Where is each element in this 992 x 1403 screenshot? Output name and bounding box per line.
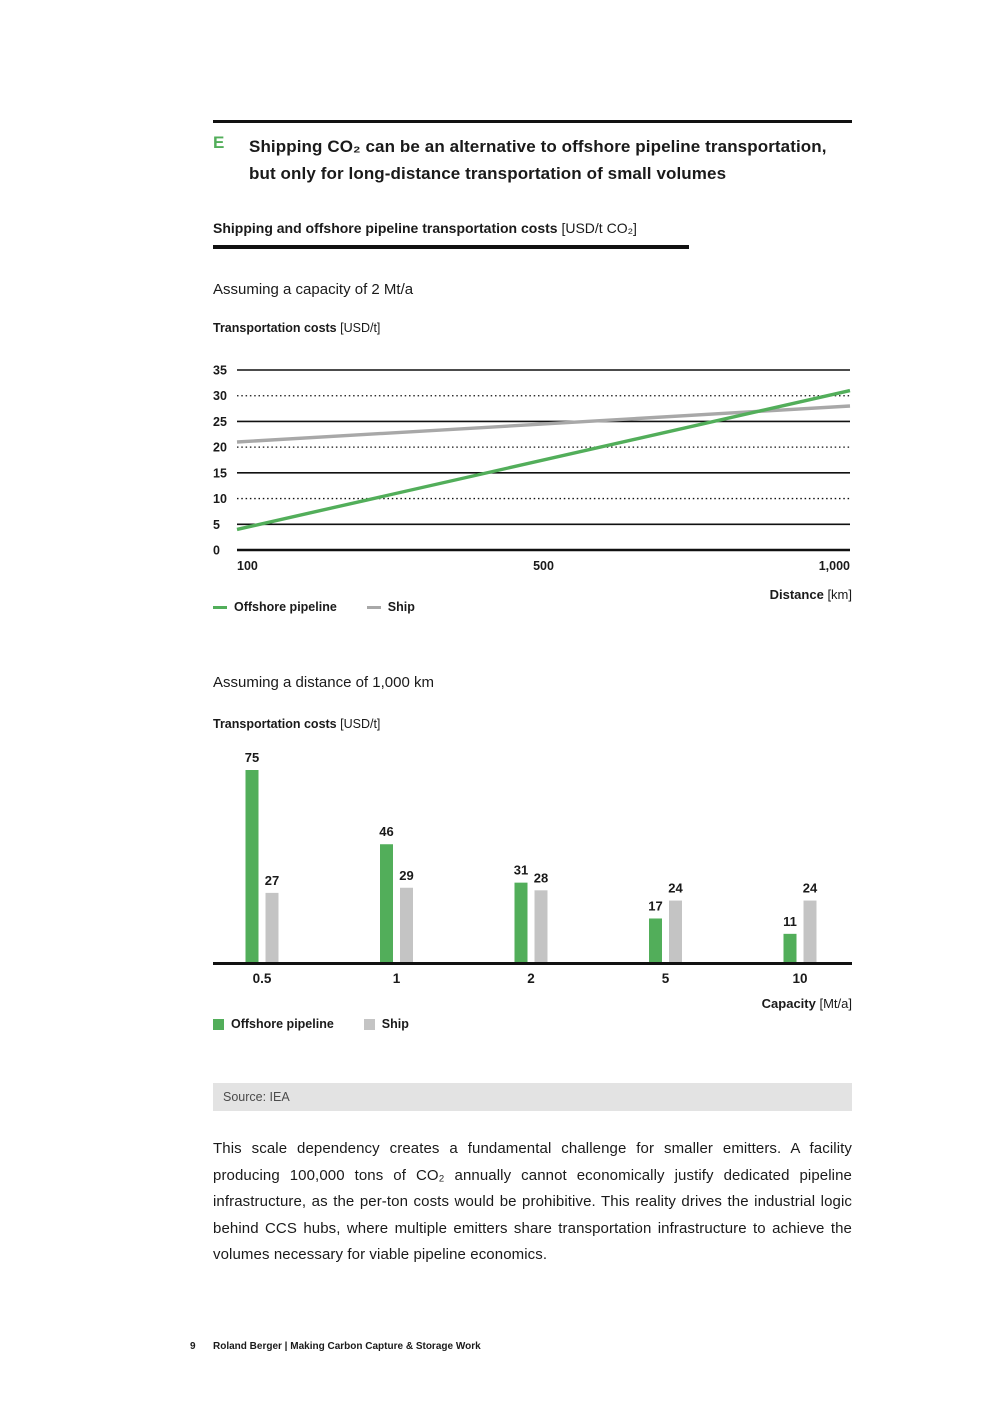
bar-chart-ylabel-text: Transportation costs (213, 717, 337, 731)
bar-offshore-pipeline (649, 918, 662, 962)
exhibit-subtitle-underline (213, 245, 689, 249)
bar-ship (669, 900, 682, 962)
offshore-pipeline-line-swatch (213, 605, 227, 609)
y-tick-label: 15 (213, 466, 227, 480)
bar-ship (534, 890, 548, 962)
bar-ship (803, 900, 817, 962)
legend-label-ship-bar: Ship (381, 1017, 409, 1031)
x-tick-label: 1,000 (819, 559, 850, 573)
bar-chart-xlabel-text: Capacity (761, 996, 816, 1011)
category-label: 2 (527, 971, 535, 986)
line-chart-xlabel-unit: [km] (827, 587, 852, 602)
bar-value-label: 29 (399, 868, 413, 883)
category-label: 10 (792, 971, 807, 986)
page-content: E Shipping CO₂ can be an alternative to … (213, 0, 852, 1403)
bar-value-label: 28 (534, 870, 548, 885)
bar-value-label: 46 (379, 824, 393, 839)
legend-label-ship: Ship (387, 600, 415, 614)
line-chart-subtitle: Assuming a capacity of 2 Mt/a (213, 281, 414, 298)
source-box: Source: IEA (213, 1083, 852, 1111)
y-tick-label: 30 (213, 389, 227, 403)
bar-chart-xlabel-unit: [Mt/a] (819, 996, 852, 1011)
bar-ship (400, 887, 413, 962)
bar-offshore-pipeline (380, 844, 393, 962)
bar-value-label: 24 (668, 881, 683, 896)
bar-chart-legend: Offshore pipeline Ship (213, 1017, 439, 1031)
exhibit-subtitle-text: Shipping and offshore pipeline transport… (213, 220, 558, 236)
bar-chart: 75 27 0.5 46 29 1 31 28 2 17 24 5 11 24 10 (213, 750, 852, 986)
legend-item-offshore-pipeline-bar: Offshore pipeline (213, 1017, 334, 1031)
bar-chart-subtitle: Assuming a distance of 1,000 km (213, 674, 434, 691)
category-label: 1 (393, 971, 401, 986)
bar-offshore-pipeline (514, 882, 528, 962)
line-chart-meta: Distance [km] Offshore pipeline Ship (213, 587, 852, 623)
y-tick-label: 0 (213, 544, 220, 558)
exhibit-heading: Shipping CO₂ can be an alternative to of… (249, 133, 827, 187)
ship-line-swatch (366, 605, 381, 609)
series-line-offshore-pipeline (236, 388, 851, 532)
bar-value-label: 17 (648, 898, 662, 913)
y-tick-label: 10 (213, 492, 227, 506)
exhibit-top-rule (213, 120, 852, 123)
bar-value-label: 75 (245, 750, 259, 765)
exhibit-header: E Shipping CO₂ can be an alternative to … (213, 133, 827, 187)
line-chart-xlabel: Distance [km] (770, 587, 852, 602)
line-chart-ylabel-unit: [USD/t] (340, 321, 381, 335)
exhibit-heading-line-2: but only for long-distance transportatio… (249, 164, 727, 183)
line-chart-ylabel-text: Transportation costs (213, 321, 337, 335)
ship-bar-swatch (363, 1018, 375, 1030)
bar-chart-meta: Capacity [Mt/a] Offshore pipeline Ship (213, 996, 852, 1032)
legend-item-ship: Ship (366, 600, 415, 614)
bar-chart-ylabel: Transportation costs [USD/t] (213, 717, 380, 731)
legend-item-offshore-pipeline: Offshore pipeline (213, 600, 337, 614)
bar-chart-ylabel-unit: [USD/t] (340, 717, 381, 731)
line-chart-xlabel-text: Distance (769, 587, 824, 602)
exhibit-letter: E (213, 133, 225, 152)
category-label: 0.5 (253, 971, 272, 986)
offshore-pipeline-bar-swatch (213, 1018, 224, 1030)
bar-chart-xlabel: Capacity [Mt/a] (762, 996, 852, 1011)
line-chart-legend: Offshore pipeline Ship (213, 600, 445, 614)
y-tick-label: 5 (213, 518, 220, 532)
category-label: 5 (662, 971, 670, 986)
page-footer: 9 Roland Berger | Making Carbon Capture … (190, 1341, 481, 1352)
bar-offshore-pipeline (783, 933, 797, 962)
bar-value-label: 27 (265, 873, 279, 888)
bar-ship (265, 892, 279, 962)
line-chart-ylabel: Transportation costs [USD/t] (213, 321, 380, 335)
exhibit-subtitle: Shipping and offshore pipeline transport… (213, 220, 689, 249)
exhibit-subtitle-unit: [USD/t CO₂] (561, 220, 637, 236)
bar-value-label: 31 (514, 863, 528, 878)
source-text: Source: IEA (223, 1090, 290, 1104)
x-tick-label: 100 (237, 559, 258, 573)
footer-text: Roland Berger | Making Carbon Capture & … (213, 1341, 481, 1352)
footer-page-number: 9 (190, 1341, 196, 1352)
y-tick-label: 20 (213, 441, 227, 455)
bar-value-label: 11 (783, 914, 797, 929)
legend-item-ship-bar: Ship (363, 1017, 409, 1031)
body-paragraph: This scale dependency creates a fundamen… (213, 1140, 852, 1263)
legend-label-offshore-pipeline-bar: Offshore pipeline (231, 1017, 334, 1031)
legend-label-offshore-pipeline: Offshore pipeline (234, 600, 337, 614)
x-tick-label: 500 (533, 559, 554, 573)
y-tick-label: 35 (213, 364, 227, 378)
bar-value-label: 24 (803, 881, 818, 896)
bar-offshore-pipeline (245, 770, 259, 962)
y-tick-label: 25 (213, 415, 227, 429)
exhibit-heading-line-1: Shipping CO₂ can be an alternative to of… (249, 137, 827, 156)
line-chart: 0 5 10 15 20 25 30 35 100 500 1,000 (213, 364, 851, 573)
